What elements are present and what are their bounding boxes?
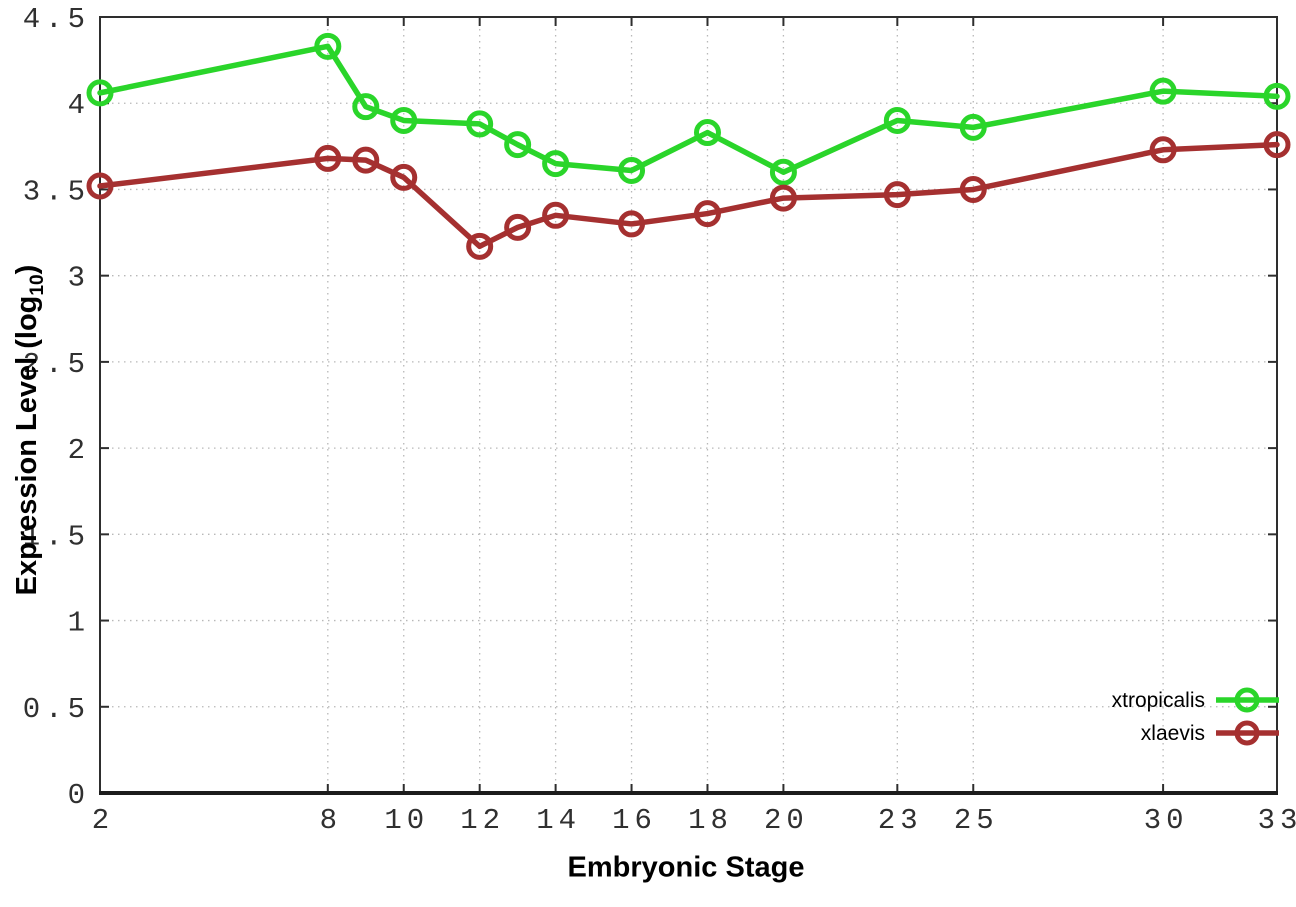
y-tick-label: 1.5 (23, 520, 90, 553)
series-xlaevis-point (618, 210, 646, 238)
series-xlaevis-point (390, 163, 418, 191)
series-xtropicalis-line (97, 43, 1280, 175)
x-tick-label: 18 (688, 804, 733, 837)
series-xlaevis-point (542, 201, 570, 229)
series-xlaevis-point (693, 200, 721, 228)
series-xtropicalis-point (86, 79, 114, 107)
y-tick-label: 3.5 (23, 175, 90, 208)
legend-sample-marker-xlaevis (1234, 720, 1260, 746)
series-xlaevis-point (352, 146, 380, 174)
series-xtropicalis-point (352, 93, 380, 121)
series-xlaevis-point (86, 172, 114, 200)
series-xlaevis-point (883, 181, 911, 209)
series-xlaevis-point (1263, 131, 1291, 159)
series-xtropicalis-point (542, 150, 570, 178)
plot-border (99, 16, 1278, 794)
series-xlaevis-point (959, 175, 987, 203)
series-xlaevis-line (97, 141, 1280, 250)
x-tick-label: 8 (320, 804, 342, 837)
y-tick-label: 2.5 (23, 348, 90, 381)
x-tick-label: 12 (460, 804, 505, 837)
series-xtropicalis-point (693, 119, 721, 147)
series-xtropicalis-point (883, 106, 911, 134)
y-tick-label: 2 (68, 434, 90, 467)
series-xtropicalis-point (390, 106, 418, 134)
x-tick-label: 16 (612, 804, 657, 837)
y-axis-title-subscript: 10 (26, 274, 48, 296)
y-tick-label: 1 (68, 607, 90, 640)
y-tick-label: 0 (68, 779, 90, 812)
y-tick-label: 4.5 (23, 3, 90, 36)
series-xtropicalis-point (1263, 82, 1291, 110)
y-tick-label: 0.5 (23, 693, 90, 726)
x-tick-label: 20 (764, 804, 809, 837)
series-xlaevis-point (769, 184, 797, 212)
series-xtropicalis-point (466, 110, 494, 138)
legend-label-xtropicalis: xtropicalis (1112, 689, 1205, 712)
series-xlaevis-point (466, 232, 494, 260)
y-tick-label: 4 (68, 89, 90, 122)
series-xtropicalis-point (1149, 77, 1177, 105)
series-xtropicalis-point (618, 156, 646, 184)
x-tick-label: 14 (536, 804, 581, 837)
y-tick-label: 3 (68, 262, 90, 295)
series-xlaevis-point (1149, 136, 1177, 164)
x-axis-title: Embryonic Stage (567, 851, 805, 884)
x-tick-label: 10 (384, 804, 429, 837)
series-xlaevis-point (314, 144, 342, 172)
y-axis-title-text: Expression Level (log (11, 295, 44, 596)
y-axis-title: Expression Level (log10) (11, 265, 49, 596)
x-tick-label: 33 (1258, 804, 1296, 837)
y-axis-title-close: ) (11, 264, 44, 275)
x-tick-label: 2 (92, 804, 114, 837)
series-xtropicalis-point (504, 131, 532, 159)
series-xtropicalis-point (959, 113, 987, 141)
series-xtropicalis-point (769, 158, 797, 186)
x-tick-label: 25 (954, 804, 999, 837)
series-xtropicalis-point (314, 32, 342, 60)
series-xlaevis-point (504, 213, 532, 241)
x-tick-label: 30 (1144, 804, 1189, 837)
legend-sample-marker-xtropicalis (1234, 687, 1260, 713)
legend-label-xlaevis: xlaevis (1141, 722, 1205, 745)
x-tick-label: 23 (878, 804, 923, 837)
